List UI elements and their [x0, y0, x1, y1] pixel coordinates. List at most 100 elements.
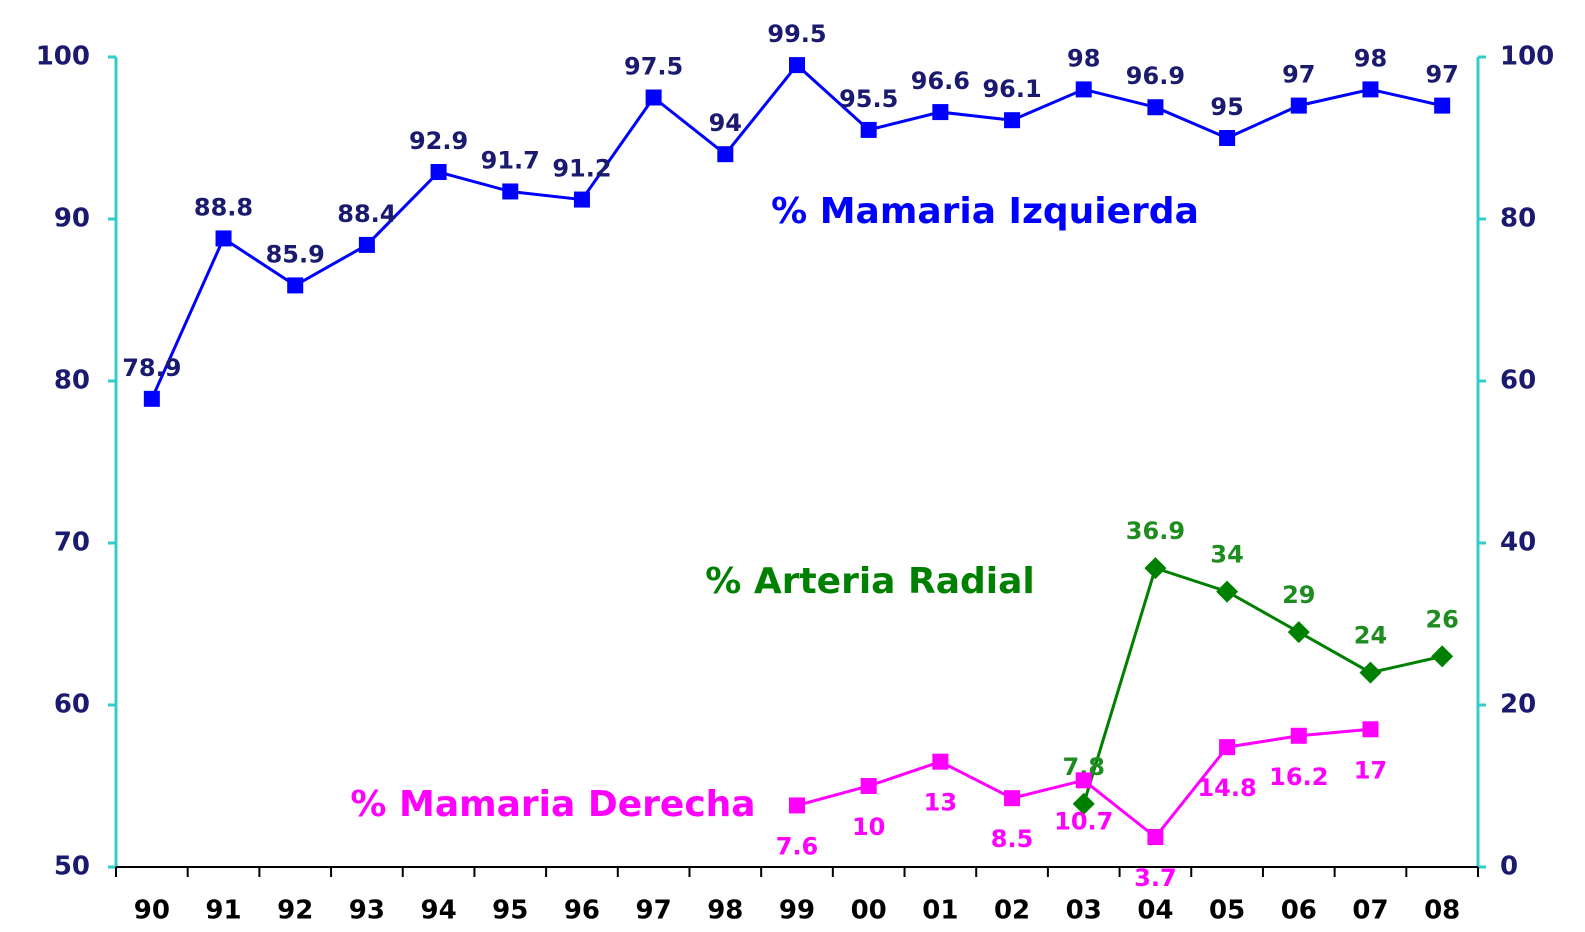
y-tick-label: 90 [54, 204, 90, 234]
series-line [1082, 566, 1443, 805]
data-label: 91.7 [481, 146, 540, 174]
data-label: 99.5 [767, 20, 826, 48]
data-label: 96.1 [982, 75, 1041, 103]
x-tick-label: 94 [420, 896, 456, 926]
x-tick-label: 98 [707, 896, 743, 926]
y2-tick-label: 100 [1500, 42, 1554, 72]
data-label: 26 [1425, 605, 1458, 633]
data-label: 98 [1354, 44, 1387, 72]
data-label: 94 [709, 109, 742, 137]
marker [1004, 112, 1021, 129]
data-label: 97.5 [624, 53, 683, 81]
x-tick-label: 96 [564, 896, 600, 926]
marker [1075, 772, 1092, 789]
data-label: 92.9 [409, 127, 468, 155]
data-label: 36.9 [1126, 517, 1185, 545]
marker [932, 753, 949, 770]
series-name: % Mamaria Izquierda [771, 191, 1199, 232]
x-tick-label: 08 [1424, 896, 1460, 926]
x-tick-label: 06 [1281, 896, 1317, 926]
x-tick-label: 90 [134, 896, 170, 926]
data-label: 3.7 [1134, 864, 1177, 892]
marker [1144, 557, 1167, 580]
x-tick-label: 03 [1066, 896, 1102, 926]
data-label: 17 [1354, 756, 1387, 784]
y-tick-label: 100 [36, 42, 90, 72]
y-tick-label: 80 [54, 366, 90, 396]
data-label: 34 [1210, 541, 1243, 569]
marker [502, 183, 519, 200]
x-tick-label: 00 [851, 896, 887, 926]
data-label: 96.6 [911, 67, 970, 95]
marker [430, 164, 447, 181]
y2-tick-label: 60 [1500, 366, 1536, 396]
data-label: 13 [924, 789, 957, 817]
data-label: 97 [1425, 61, 1458, 89]
marker [1147, 829, 1164, 846]
x-tick-label: 07 [1352, 896, 1388, 926]
data-label: 85.9 [266, 240, 325, 268]
marker [1290, 727, 1307, 744]
data-label: 98 [1067, 44, 1100, 72]
y2-tick-label: 40 [1500, 528, 1536, 558]
data-label: 95.5 [839, 85, 898, 113]
x-tick-label: 97 [636, 896, 672, 926]
marker [1075, 81, 1092, 98]
marker [645, 89, 662, 106]
marker [1147, 99, 1164, 116]
data-label: 14.8 [1197, 774, 1256, 802]
data-label: 24 [1354, 622, 1387, 650]
marker [215, 230, 232, 247]
marker [932, 104, 949, 121]
x-tick-label: 01 [922, 896, 958, 926]
data-label: 10 [852, 813, 885, 841]
marker [1359, 661, 1382, 684]
data-label: 7.6 [776, 832, 819, 860]
marker [1434, 97, 1451, 114]
data-label: 10.7 [1054, 807, 1113, 835]
y2-tick-label: 20 [1500, 690, 1536, 720]
y-tick-label: 50 [54, 852, 90, 882]
x-tick-label: 91 [205, 896, 241, 926]
marker [717, 146, 734, 163]
data-label: 88.4 [337, 200, 396, 228]
y-tick-label: 70 [54, 528, 90, 558]
x-tick-label: 04 [1137, 896, 1173, 926]
y2-tick-label: 80 [1500, 204, 1536, 234]
marker [1362, 721, 1379, 738]
data-label: 97 [1282, 61, 1315, 89]
y-tick-label: 60 [54, 690, 90, 720]
marker [789, 797, 805, 814]
data-label: 29 [1282, 581, 1315, 609]
x-tick-label: 99 [779, 896, 815, 926]
data-label: 96.9 [1126, 62, 1185, 90]
marker [1219, 130, 1236, 146]
marker [860, 778, 877, 794]
data-label: 16.2 [1269, 763, 1328, 791]
x-tick-label: 02 [994, 896, 1030, 926]
data-label: 91.2 [552, 155, 611, 183]
x-tick-label: 95 [492, 896, 528, 926]
data-label: 88.8 [194, 193, 253, 221]
x-tick-label: 93 [349, 896, 385, 926]
marker [1072, 792, 1095, 815]
marker [1219, 739, 1236, 756]
marker [789, 57, 805, 74]
series-name: % Mamaria Derecha [350, 784, 755, 825]
marker [1431, 645, 1454, 668]
y2-tick-label: 0 [1500, 852, 1518, 882]
x-tick-label: 92 [277, 896, 313, 926]
marker [1362, 81, 1379, 98]
marker [1290, 97, 1307, 114]
marker [573, 191, 590, 208]
marker [1287, 621, 1310, 644]
marker [1216, 580, 1239, 603]
marker [287, 277, 304, 294]
data-label: 95 [1210, 93, 1243, 121]
data-label: 8.5 [991, 825, 1034, 853]
x-tick-label: 05 [1209, 896, 1245, 926]
marker [860, 121, 877, 138]
data-label: 78.9 [122, 354, 181, 382]
marker [1004, 790, 1021, 807]
